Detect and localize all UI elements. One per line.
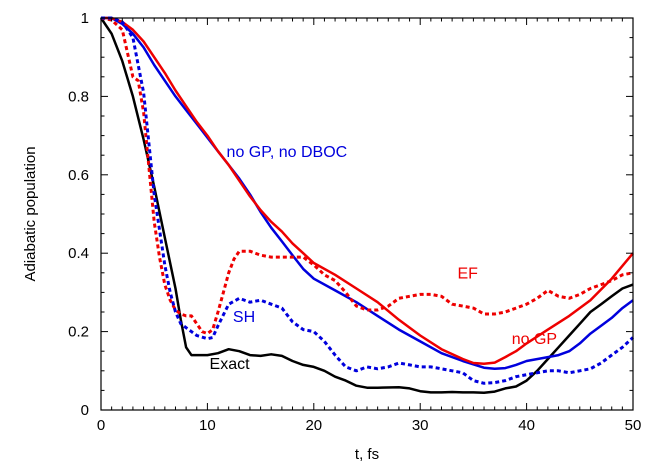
y-tick-label: 0.2 [68,324,89,341]
y-tick-label: 1 [81,10,89,27]
x-tick-label: 10 [199,417,216,434]
x-tick-label: 30 [412,417,429,434]
series-layer [99,16,635,395]
series-line-no-gp [101,16,634,365]
annotation-exact: Exact [210,356,251,373]
annotation-layer: no GP, no DBOC EF SH no GP Exact [210,144,558,373]
x-tick-label: 50 [625,417,642,434]
x-tick-label: 40 [518,417,535,434]
annotation-ef: EF [457,266,478,283]
x-tick-label: 0 [97,417,105,434]
ticks-layer: 0 10 20 30 40 50 0 0.2 0.4 0.6 0.8 1 [68,10,641,434]
annotation-no-gp-no-dboc: no GP, no DBOC [227,144,348,161]
series-line-sh [101,16,635,385]
y-tick-label: 0.4 [68,245,89,262]
plot-frame [100,17,634,411]
y-axis-label: Adiabatic population [22,146,39,281]
x-axis-label: t, fs [355,446,379,463]
y-tick-label: 0.6 [68,167,89,184]
y-tick-label: 0.8 [68,88,89,105]
series-line-no-gp-no-dboc [101,16,634,371]
annotation-no-gp: no GP [512,331,557,348]
x-tick-label: 20 [305,417,322,434]
y-tick-label: 0 [81,402,89,419]
series-line-ef [100,16,634,336]
series-line-exact [99,17,634,395]
annotation-sh: SH [233,309,255,326]
